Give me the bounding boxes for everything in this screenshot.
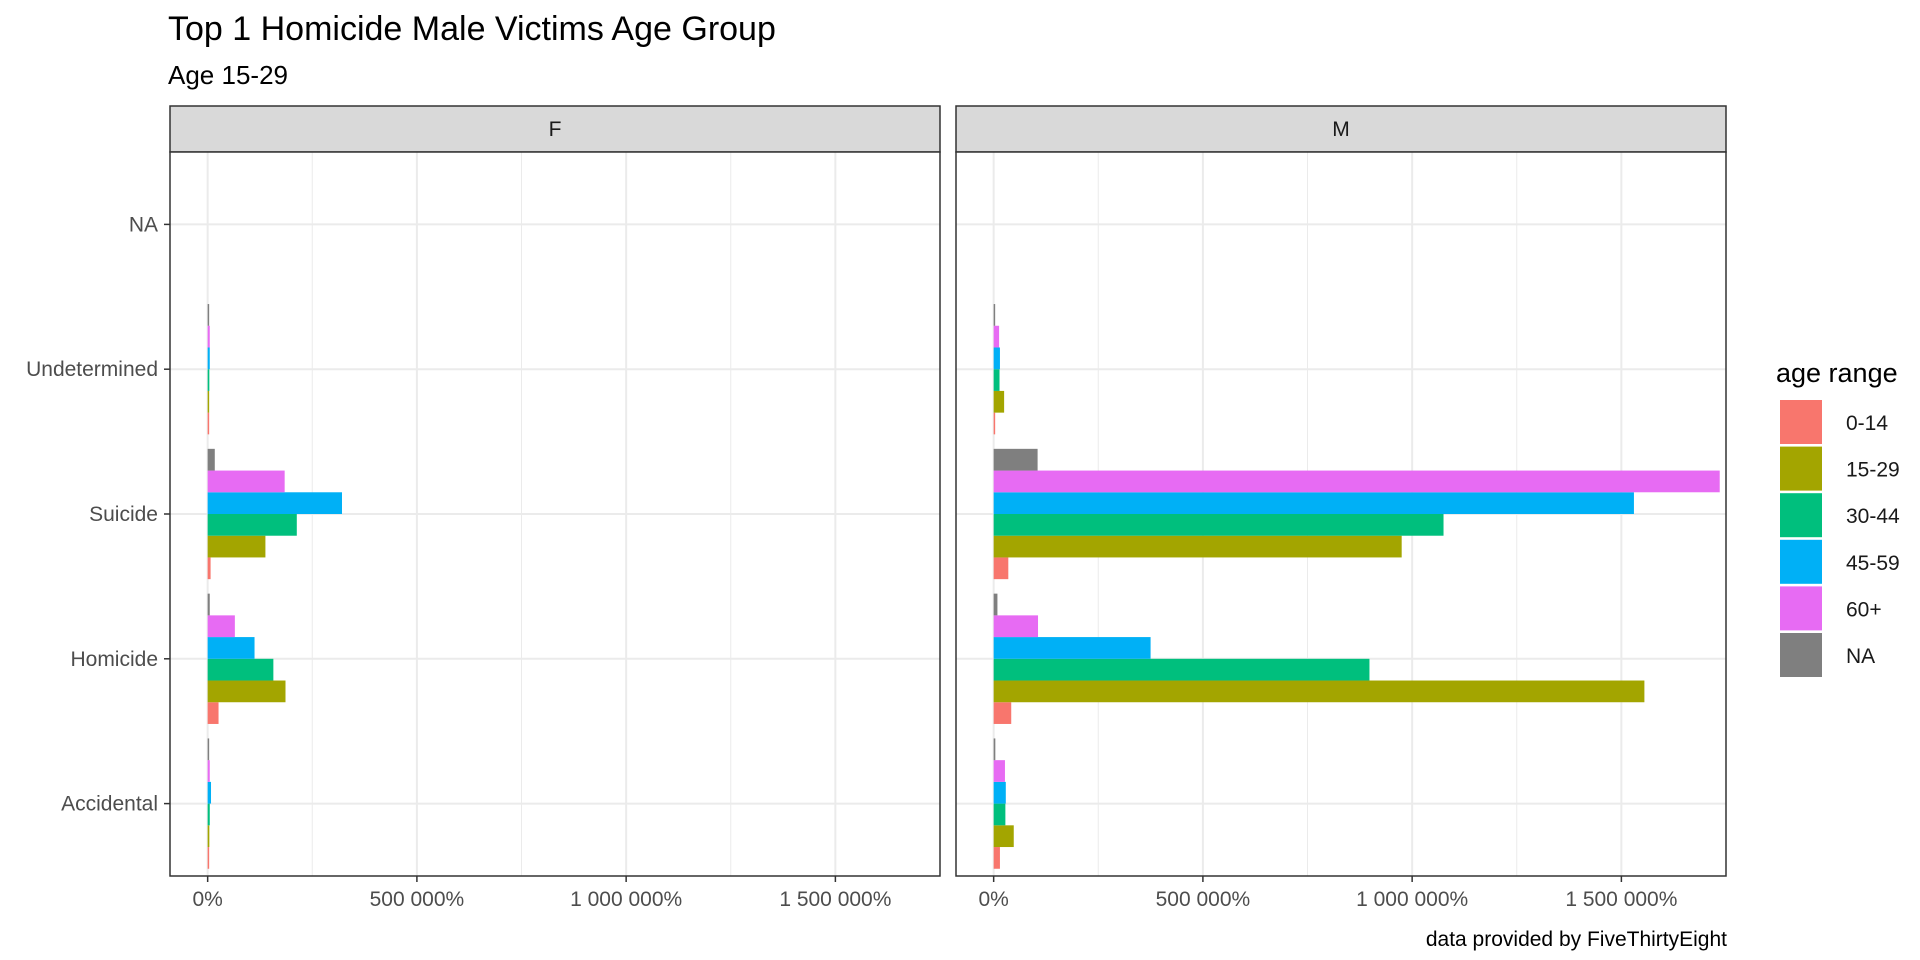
bar-f-suicide-45-59 — [207, 492, 342, 514]
legend-label: 0-14 — [1846, 412, 1888, 435]
bar-m-undetermined-45-59 — [993, 347, 1000, 370]
legend-label: 15-29 — [1846, 459, 1900, 482]
facet-strip-label: M — [1332, 118, 1350, 141]
x-tick-label: 500 000% — [1156, 888, 1251, 911]
bar-m-suicide-60plus — [993, 470, 1720, 493]
legend-key — [1780, 633, 1822, 677]
x-tick-label: 1 500 000% — [779, 888, 891, 911]
y-axis: Accidental Homicide Suicide Undetermined NA — [26, 213, 170, 816]
legend-label: 45-59 — [1846, 552, 1900, 575]
facet-strip-label: F — [549, 118, 562, 141]
bar-m-accidental-30-44 — [993, 803, 1006, 826]
bar-m-accidental-na — [993, 738, 996, 761]
bar-m-accidental-0-14 — [993, 847, 1000, 869]
legend-label: NA — [1846, 645, 1875, 668]
bar-m-homicide-na — [993, 593, 998, 616]
bar-f-undetermined-na — [207, 304, 210, 326]
legend-key — [1780, 586, 1822, 631]
bar-f-homicide-0-14 — [207, 702, 219, 724]
chart-subtitle: Age 15-29 — [168, 60, 288, 90]
legend-title: age range — [1776, 358, 1898, 388]
bar-m-suicide-45-59 — [993, 492, 1634, 514]
legend-key — [1780, 539, 1822, 584]
y-tick-label: Homicide — [70, 648, 158, 671]
bar-m-undetermined-30-44 — [993, 369, 1000, 391]
bar-m-undetermined-60plus — [993, 325, 1000, 348]
y-tick-label: Suicide — [89, 503, 158, 526]
bar-m-accidental-15-29 — [993, 825, 1014, 848]
bar-m-undetermined-0-14 — [993, 412, 996, 435]
bar-f-suicide-15-29 — [207, 535, 266, 558]
bar-f-homicide-30-44 — [207, 658, 274, 681]
bar-m-homicide-0-14 — [993, 702, 1012, 724]
bar-m-suicide-15-29 — [993, 535, 1402, 558]
bar-f-homicide-15-29 — [207, 680, 286, 703]
panel-border — [955, 151, 1727, 877]
bar-f-accidental-30-44 — [207, 803, 210, 826]
facet-strip — [169, 105, 941, 153]
facet-panel-f: F 0% 500 000% 1 000 000% 1 500 000% — [169, 105, 941, 911]
bar-m-undetermined-15-29 — [993, 390, 1005, 413]
x-tick-label: 1 500 000% — [1565, 888, 1677, 911]
bar-f-accidental-na — [207, 738, 210, 761]
x-tick-label: 0% — [978, 888, 1008, 911]
bar-f-suicide-0-14 — [207, 557, 211, 580]
bar-f-undetermined-30-44 — [207, 369, 210, 391]
bar-f-accidental-0-14 — [207, 847, 210, 869]
bar-f-undetermined-15-29 — [207, 390, 210, 413]
y-tick-label: Accidental — [61, 793, 158, 816]
bar-m-homicide-45-59 — [993, 637, 1151, 659]
bar-f-accidental-60plus — [207, 760, 210, 782]
bar-f-suicide-30-44 — [207, 514, 297, 536]
bar-m-accidental-60plus — [993, 760, 1005, 782]
bar-f-accidental-45-59 — [207, 781, 212, 804]
chart-title: Top 1 Homicide Male Victims Age Group — [168, 10, 776, 48]
legend-label: 60+ — [1846, 598, 1882, 621]
legend-key — [1780, 400, 1822, 444]
bar-f-suicide-60plus — [207, 470, 285, 493]
bar-f-accidental-15-29 — [207, 825, 210, 848]
bar-m-suicide-30-44 — [993, 514, 1444, 536]
x-tick-label: 0% — [192, 888, 222, 911]
bar-f-homicide-60plus — [207, 615, 235, 638]
y-tick-label: Undetermined — [26, 358, 158, 381]
x-tick-label: 1 000 000% — [570, 888, 682, 911]
bar-f-homicide-na — [207, 593, 210, 616]
x-tick-label: 1 000 000% — [1356, 888, 1468, 911]
legend-key — [1780, 493, 1822, 538]
chart-caption: data provided by FiveThirtyEight — [1426, 928, 1727, 951]
bar-f-undetermined-60plus — [207, 325, 210, 348]
facet-panel-m: M 0% 500 000% 1 000 000% 1 500 000% — [955, 105, 1727, 911]
bar-f-suicide-na — [207, 448, 215, 471]
bar-m-suicide-na — [993, 448, 1038, 471]
facet-panels: F 0% 500 000% 1 000 000% 1 500 000% M 0% 500 00… — [169, 105, 1727, 911]
legend-key — [1780, 446, 1822, 491]
bar-m-accidental-45-59 — [993, 781, 1006, 804]
bar-m-undetermined-na — [993, 304, 996, 326]
bar-m-homicide-15-29 — [993, 680, 1645, 703]
bar-f-undetermined-45-59 — [207, 347, 210, 370]
bar-f-undetermined-0-14 — [207, 412, 210, 435]
x-tick-label: 500 000% — [370, 888, 465, 911]
bar-m-suicide-0-14 — [993, 557, 1009, 580]
legend-label: 30-44 — [1846, 505, 1900, 528]
bar-m-homicide-60plus — [993, 615, 1039, 638]
legend: age range 0-14 15-29 30-44 45-59 60+ NA — [1776, 358, 1900, 677]
y-tick-label: NA — [129, 213, 158, 236]
bar-m-homicide-30-44 — [993, 658, 1370, 681]
bar-f-homicide-45-59 — [207, 637, 255, 659]
